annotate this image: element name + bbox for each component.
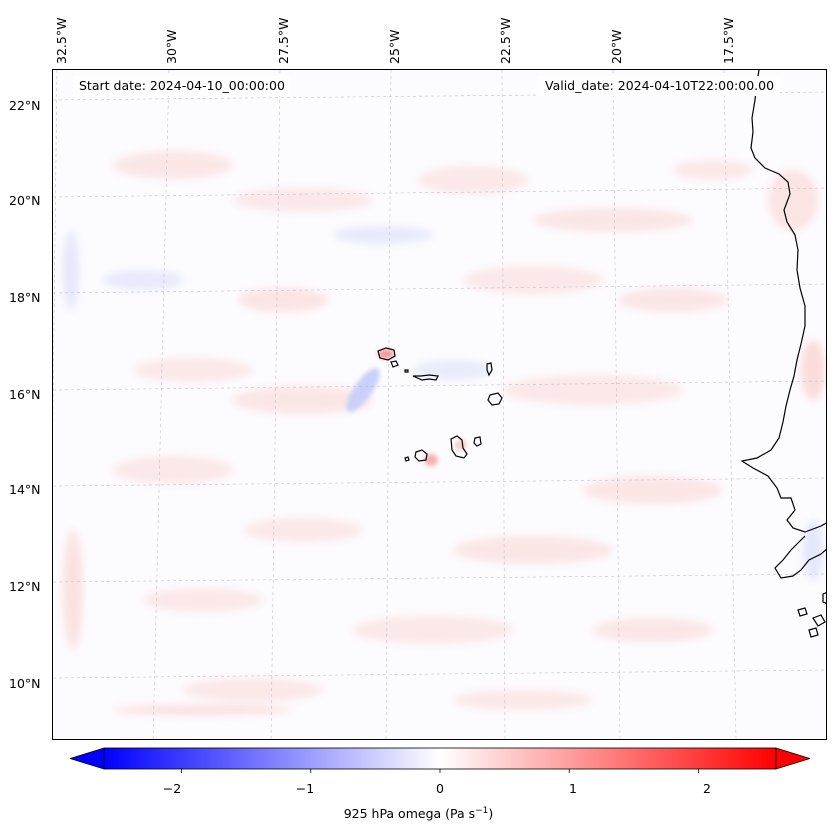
island-sao-vicente xyxy=(390,360,399,368)
coastline-guinea-bissau xyxy=(774,535,826,579)
lon-label-30w: 30°W xyxy=(164,29,179,64)
lon-label-20w: 20°W xyxy=(609,29,624,64)
africa-coastline xyxy=(740,70,826,638)
valid-date-label: Valid_date: 2024-04-10T22:00:00.00 xyxy=(539,76,781,96)
island-bijagos-3 xyxy=(808,627,819,638)
lat-label-14n: 14°N xyxy=(9,482,41,497)
lat-label-12n: 12°N xyxy=(9,579,41,594)
island-sal xyxy=(486,362,493,377)
island-fogo xyxy=(414,449,428,462)
colorbar-label-exponent: −1 xyxy=(475,806,489,816)
colorbar-extend-min xyxy=(70,747,105,770)
colorbar-tick-label-1: 1 xyxy=(569,781,577,796)
map-panel[interactable] xyxy=(52,69,827,740)
lon-label-17-5w: 17.5°W xyxy=(721,17,736,64)
island-maio xyxy=(473,436,482,447)
colorbar-tick-label-neg2: −2 xyxy=(162,781,182,796)
lon-label-25w: 25°W xyxy=(387,29,402,64)
island-bijagos-2 xyxy=(812,614,826,627)
lat-label-16n: 16°N xyxy=(9,387,41,402)
island-santo-antao xyxy=(377,347,396,361)
lat-label-10n: 10°N xyxy=(9,676,41,691)
island-santiago xyxy=(450,435,468,459)
colorbar-label-text: 925 hPa omega (Pa s xyxy=(343,806,476,822)
island-boa-vista xyxy=(487,392,503,406)
coastline-mauritania-senegal xyxy=(740,70,826,533)
lat-label-18n: 18°N xyxy=(9,290,41,305)
lon-label-22-5w: 22.5°W xyxy=(498,17,513,64)
colorbar xyxy=(70,747,810,773)
longitude-labels: 32.5°W 30°W 27.5°W 25°W 22.5°W 20°W 17.5… xyxy=(0,0,837,70)
island-bijagos-4 xyxy=(822,592,826,604)
lon-label-27-5w: 27.5°W xyxy=(276,17,291,64)
omega-field-map xyxy=(53,70,826,739)
colorbar-tick-label-0: 0 xyxy=(436,781,444,796)
start-date-label: Start date: 2024-04-10_00:00:00 xyxy=(73,76,291,96)
colorbar-extend-max xyxy=(775,747,810,770)
island-gradient-features xyxy=(346,349,467,466)
colorbar-label-close: ) xyxy=(488,806,494,822)
colorbar-tick-label-neg1: −1 xyxy=(295,781,315,796)
island-brava xyxy=(404,456,410,462)
colorbar-tick-label-2: 2 xyxy=(703,781,711,796)
cape-verde-islands xyxy=(377,347,503,462)
colorbar-gradient xyxy=(103,747,777,770)
omega-field-patches xyxy=(63,151,825,715)
graticule xyxy=(53,70,826,739)
lon-label-32-5w: 32.5°W xyxy=(54,17,69,64)
colorbar-ticks xyxy=(181,769,699,773)
island-bijagos-1 xyxy=(797,607,808,617)
lat-label-20n: 20°N xyxy=(9,193,41,208)
colorbar-label: 925 hPa omega (Pa s−1) xyxy=(0,806,837,821)
island-santa-luzia xyxy=(404,369,409,373)
island-sao-nicolau xyxy=(412,374,439,381)
lat-label-22n: 22°N xyxy=(9,98,41,113)
